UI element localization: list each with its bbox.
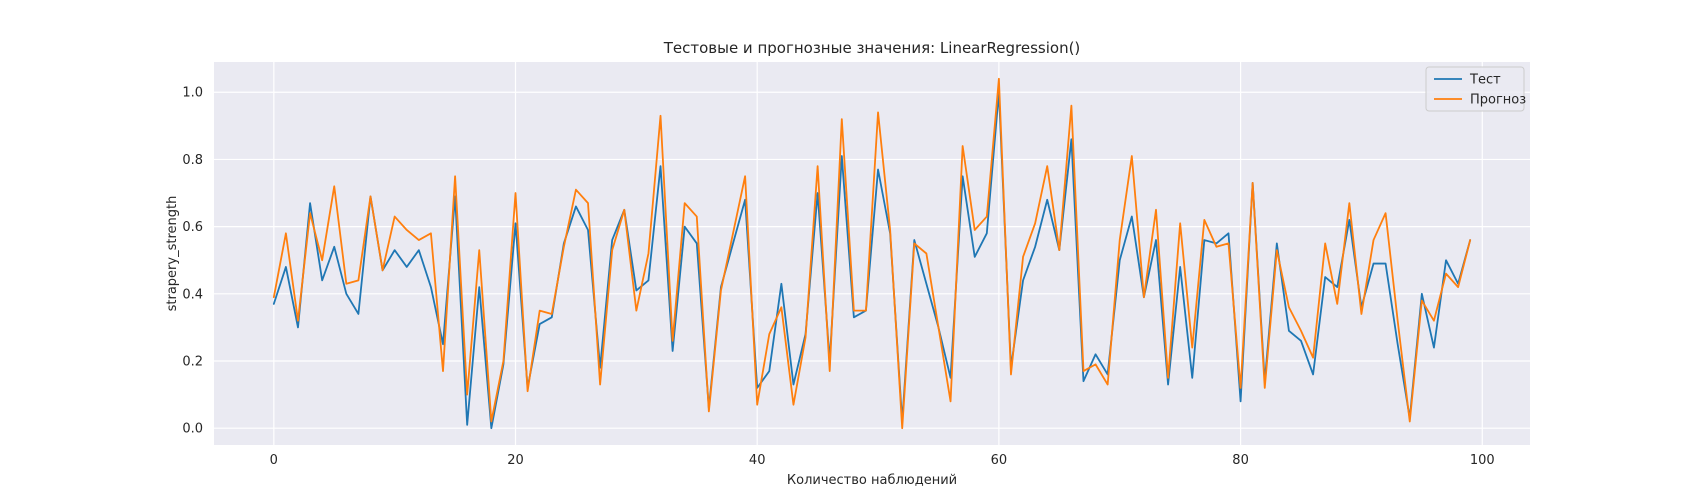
x-tick-labels: 0 20 40 60 80 100	[270, 453, 1495, 468]
x-tick-label: 80	[1232, 453, 1249, 468]
chart-title: Тестовые и прогнозные значения: LinearRe…	[663, 39, 1081, 57]
series-line-2	[272, 77, 1472, 430]
series-layer	[272, 77, 1472, 430]
x-tick-label: 40	[749, 453, 766, 468]
legend: Тест Прогноз	[1425, 66, 1526, 112]
y-tick-label: 1.0	[182, 86, 203, 101]
x-axis-title: Количество наблюдений	[787, 473, 957, 488]
y-tick-label: 0.0	[182, 422, 203, 437]
y-tick-label: 0.6	[182, 220, 203, 235]
legend-label-1: Тест	[1469, 73, 1501, 88]
x-tick-label: 100	[1470, 453, 1495, 468]
y-tick-labels: 0.0 0.2 0.4 0.6 0.8 1.0	[182, 86, 203, 437]
y-gridlines	[214, 91, 1530, 429]
y-tick-label: 0.2	[182, 355, 203, 370]
x-gridlines	[273, 62, 1483, 445]
y-axis-title: strapery_strength	[165, 196, 180, 312]
y-tick-label: 0.4	[182, 287, 203, 302]
x-tick-label: 60	[991, 453, 1008, 468]
x-tick-label: 20	[507, 453, 524, 468]
legend-box	[1425, 66, 1525, 112]
plot-area	[214, 62, 1530, 445]
legend-label-2: Прогноз	[1470, 93, 1526, 108]
x-tick-label: 0	[270, 453, 278, 468]
y-tick-label: 0.8	[182, 153, 203, 168]
